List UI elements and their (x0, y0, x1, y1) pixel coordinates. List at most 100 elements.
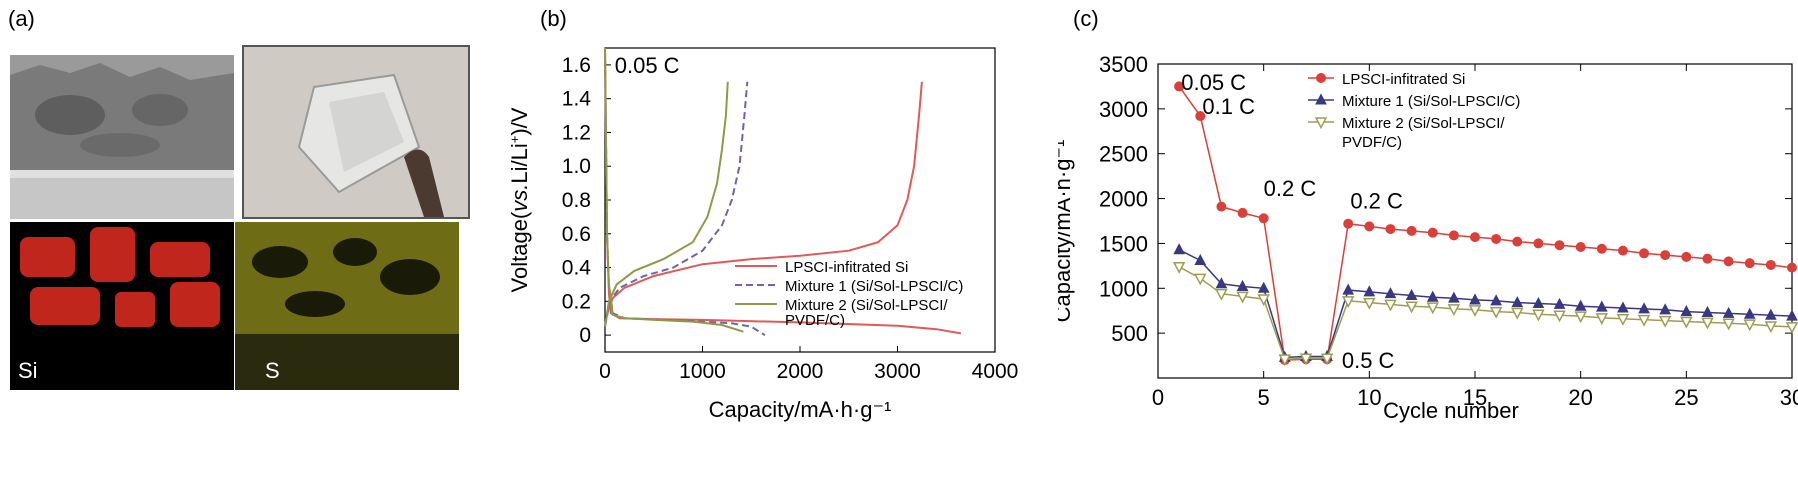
data-point (1343, 218, 1354, 229)
data-point (1299, 353, 1313, 366)
panel-c-label: (c) (1073, 6, 1099, 31)
data-point (1215, 288, 1228, 301)
x-tick-label: 10 (1357, 385, 1381, 410)
data-point (1702, 253, 1713, 264)
data-point (1468, 305, 1482, 317)
y-axis-label: Capacity/mA·h·g⁻¹ (1058, 140, 1075, 323)
data-point (1315, 93, 1327, 105)
data-point (1553, 297, 1566, 309)
data-point (1215, 277, 1228, 289)
data-point (1237, 207, 1248, 218)
data-point (1172, 262, 1186, 274)
data-point (1405, 288, 1418, 300)
rate-label: 0.1 C (1202, 94, 1255, 119)
data-point (1765, 259, 1776, 270)
y-tick-label: 1000 (1099, 276, 1148, 301)
data-point (1314, 117, 1328, 130)
series-3-charge-curve (604, 81, 729, 327)
data-point (1743, 319, 1756, 332)
data-point (1595, 300, 1608, 312)
data-point (1278, 354, 1292, 367)
data-point (1448, 291, 1460, 303)
data-point (1320, 353, 1334, 366)
series-3-discharge-curve (604, 47, 744, 333)
legend-label: LPSCI-infitrated Si (1342, 71, 1465, 88)
data-point (1701, 317, 1714, 330)
data-point (1490, 294, 1502, 306)
y-tick-label: 0 (579, 324, 591, 347)
data-point (1637, 314, 1651, 327)
data-point (1257, 294, 1270, 307)
data-point (1342, 283, 1355, 295)
x-tick-label: 1000 (679, 360, 726, 383)
y-tick-label: 2000 (1099, 187, 1148, 212)
data-point (1426, 290, 1439, 302)
data-point (1384, 287, 1397, 299)
data-point (1363, 285, 1376, 297)
legend-label: Mixture 1 (Si/Sol-LPSCI/C) (785, 278, 963, 295)
data-point (1236, 279, 1249, 291)
series-1-charge-curve (604, 81, 923, 327)
data-point (1639, 248, 1650, 259)
data-point (1658, 315, 1672, 328)
data-point (1427, 227, 1438, 238)
data-point (1406, 225, 1417, 236)
rate-annotation: 0.05 C (615, 53, 680, 78)
data-point (1596, 243, 1607, 254)
data-point (1765, 308, 1777, 320)
data-point (1174, 81, 1185, 92)
data-point (1722, 318, 1735, 331)
data-point (1447, 304, 1461, 317)
data-point (1764, 321, 1778, 334)
x-tick-label: 2000 (777, 360, 824, 383)
data-point (1660, 250, 1671, 261)
y-tick-label: 3000 (1099, 97, 1148, 122)
data-point (1364, 221, 1375, 232)
eds-s-label: S (265, 358, 280, 383)
data-point (1257, 281, 1270, 293)
data-point (1384, 299, 1397, 312)
y-tick-label: 0.2 (562, 290, 591, 313)
data-point (1680, 305, 1693, 317)
legend-label: PVDF/C) (1342, 134, 1402, 151)
data-point (1194, 253, 1207, 265)
x-axis-label: Capacity/mA·h·g⁻¹ (709, 397, 892, 422)
x-tick-label: 30 (1780, 385, 1798, 410)
data-point (1553, 310, 1566, 323)
x-tick-label: 15 (1463, 385, 1487, 410)
legend-label: PVDF/C) (785, 312, 845, 329)
data-point (1616, 314, 1630, 326)
data-point (1532, 309, 1545, 322)
legend-label: Mixture 2 (Si/Sol-LPSCI/ (1342, 115, 1505, 132)
x-tick-label: 0 (1152, 385, 1164, 410)
data-point (1489, 306, 1503, 319)
x-tick-label: 4000 (972, 360, 1019, 383)
y-tick-label: 0.4 (562, 257, 592, 280)
rate-label: 0.05 C (1181, 70, 1246, 95)
sem-cross-section-image (10, 55, 234, 219)
data-point (1575, 242, 1586, 253)
legend-label: Mixture 1 (Si/Sol-LPSCI/C) (1342, 93, 1520, 110)
legend-label: Mixture 2 (Si/Sol-LPSCI/ (785, 297, 948, 314)
data-point (1617, 301, 1629, 313)
data-point (1491, 233, 1502, 244)
data-point (1785, 322, 1798, 334)
eds-si-map: Si (10, 222, 234, 390)
data-point (1173, 243, 1185, 255)
data-point (1680, 316, 1693, 329)
data-point (1638, 302, 1650, 314)
data-point (1701, 305, 1714, 318)
panel-b-label: (b) (540, 6, 567, 31)
y-tick-label: 1.6 (562, 54, 591, 77)
x-tick-label: 5 (1258, 385, 1270, 410)
data-point (1681, 251, 1692, 262)
data-point (1743, 307, 1756, 319)
data-point (1786, 309, 1798, 321)
series-2-charge-curve (604, 81, 749, 327)
data-point (1723, 256, 1734, 267)
data-point (1316, 73, 1326, 83)
eds-si-label: Si (18, 358, 38, 383)
data-point (1470, 232, 1480, 243)
y-tick-label: 0.8 (562, 189, 591, 212)
y-tick-label: 3500 (1099, 52, 1148, 77)
